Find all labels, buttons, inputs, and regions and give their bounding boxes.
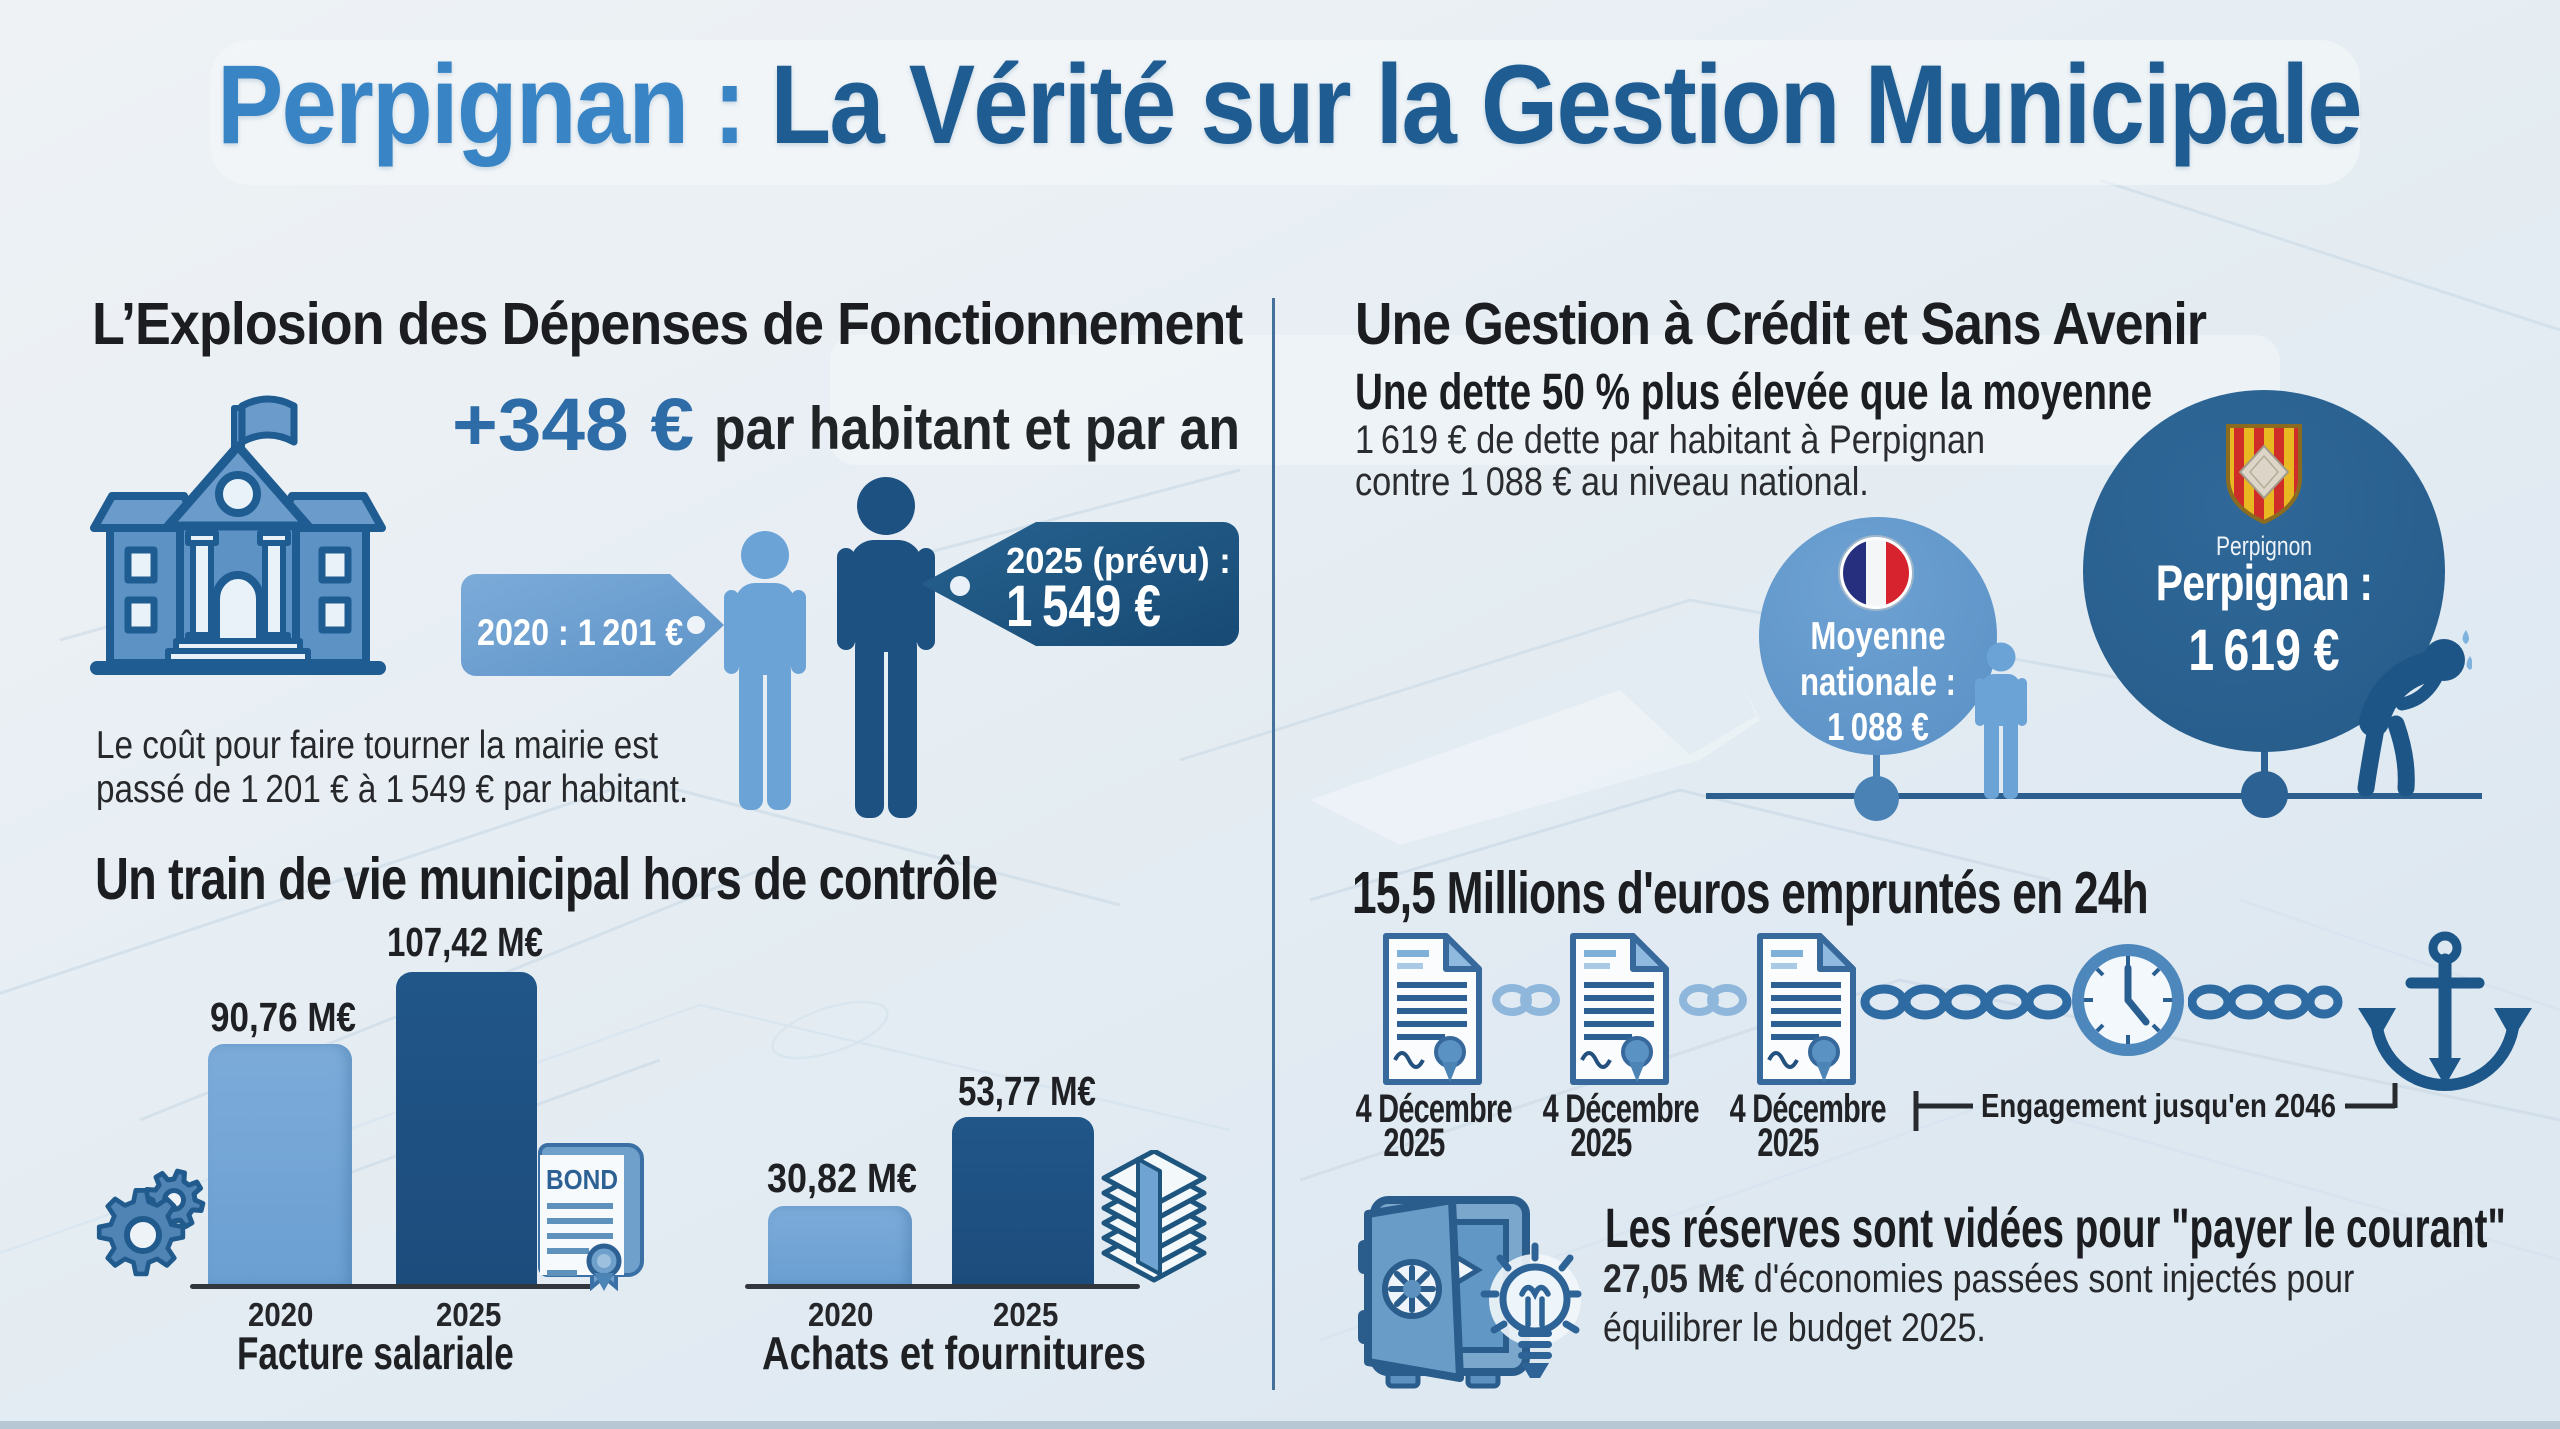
svg-text:BOND: BOND: [546, 1164, 618, 1195]
